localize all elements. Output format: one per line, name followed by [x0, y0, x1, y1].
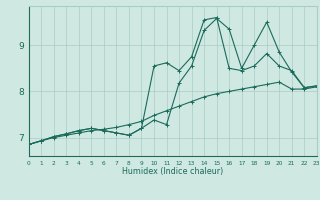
X-axis label: Humidex (Indice chaleur): Humidex (Indice chaleur): [122, 167, 223, 176]
